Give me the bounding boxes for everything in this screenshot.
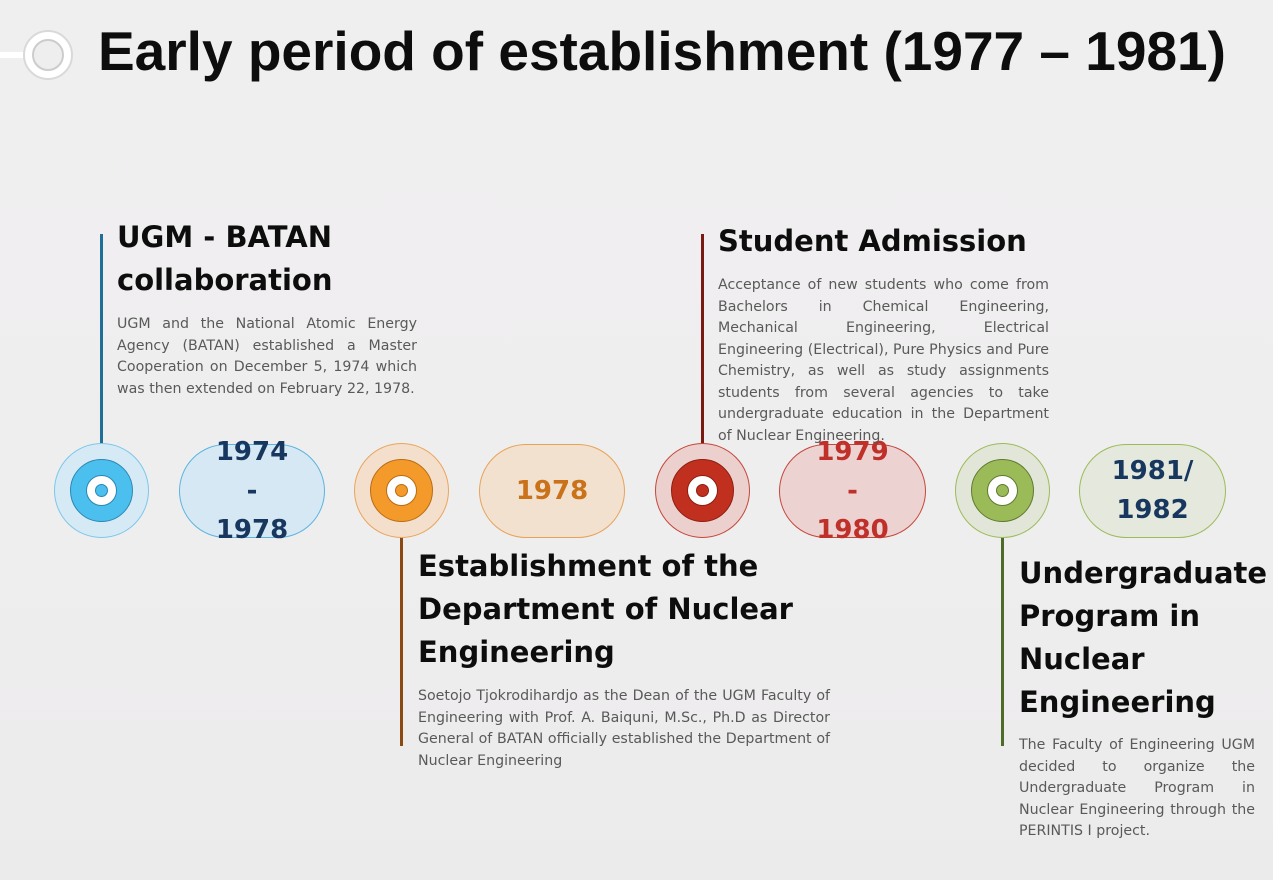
connector-line-2 [400, 490, 403, 746]
connector-line-3 [701, 234, 704, 490]
connector-line-4 [1001, 490, 1004, 746]
year-pill-3: 1979 - 1980 [779, 437, 926, 545]
event-description-4: The Faculty of Engineering UGM decided t… [1019, 737, 1255, 839]
timeline-node-blue [54, 443, 149, 538]
year-label-4: 1981/ 1982 [1111, 456, 1194, 525]
year-label-2: 1978 [515, 475, 589, 506]
event-description-2: Soetojo Tjokrodihardjo as the Dean of th… [418, 688, 830, 769]
event-description-3: Acceptance of new students who come from… [718, 277, 1049, 444]
year-label-3: 1979 - 1980 [816, 436, 889, 545]
year-label-1: 1974 - 1978 [215, 436, 289, 545]
event-description-1: UGM and the National Atomic Energy Agenc… [117, 316, 417, 397]
year-pill-4: 1981/ 1982 [1079, 444, 1226, 538]
year-pill-2: 1978 [479, 444, 625, 538]
connector-line-1 [100, 234, 103, 490]
event-title-4: Undergraduate Program in Nuclear Enginee… [1019, 556, 1268, 719]
page-title: Early period of establishment (1977 – 19… [98, 20, 1226, 82]
event-title-1: UGM - BATAN collaboration [117, 220, 333, 297]
timeline-node-red [655, 443, 750, 538]
event-title-2: Establishment of the Department of Nucle… [418, 549, 793, 669]
year-pill-1: 1974 - 1978 [179, 437, 325, 545]
event-title-3: Student Admission [718, 224, 1027, 258]
timeline-node-orange [354, 443, 449, 538]
title-ring-icon [0, 30, 73, 80]
timeline-node-green [955, 443, 1050, 538]
